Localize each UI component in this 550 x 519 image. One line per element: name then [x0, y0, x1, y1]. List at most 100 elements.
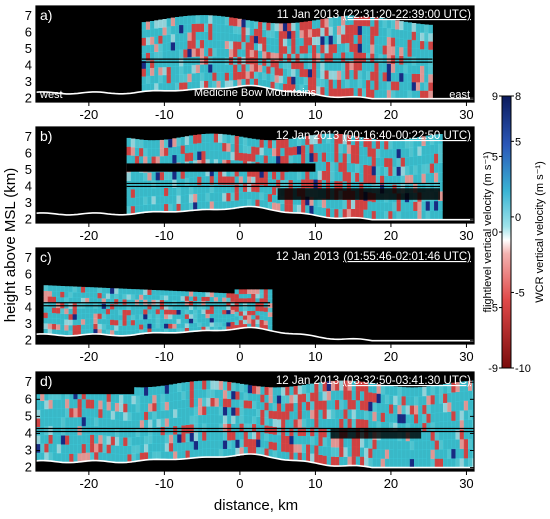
echo-cell [253, 42, 259, 51]
echo-cell [118, 288, 123, 295]
echo-cell [185, 433, 191, 442]
echo-cell [420, 65, 425, 75]
echo-cell [404, 139, 410, 149]
echo-cell [80, 324, 86, 330]
echo-cell [353, 79, 359, 89]
colorbar-gradient [501, 95, 512, 369]
echo-cell [306, 401, 311, 411]
echo-cell [459, 391, 465, 402]
echo-cell [414, 396, 419, 406]
echo-cell [147, 188, 152, 197]
echo-cell [237, 64, 242, 72]
echo-cell [330, 152, 335, 163]
echo-cell [193, 326, 198, 332]
echo-cell [218, 133, 223, 143]
echo-cell [172, 138, 177, 147]
echo-cell [162, 50, 168, 60]
echo-cell [360, 391, 365, 401]
echo-cell [249, 20, 255, 29]
echo-cell [309, 205, 314, 215]
echo-cell [159, 203, 165, 213]
echo-cell [371, 174, 377, 185]
echo-cell [284, 179, 290, 189]
echo-cell [230, 293, 236, 298]
echo-cell [184, 144, 190, 154]
panel-time: (00:16:40-00:22:50 UTC) [343, 130, 471, 142]
echo-cell [80, 319, 86, 325]
echo-cell [357, 87, 363, 98]
echo-cell [184, 186, 190, 195]
echo-cell [188, 202, 194, 212]
echo-cell [151, 172, 157, 181]
echo-cell [147, 294, 152, 300]
echo-cell [326, 208, 331, 218]
echo-cell [222, 192, 227, 202]
echo-cell [218, 167, 223, 177]
echo-cell [434, 458, 440, 468]
echo-cell [264, 417, 269, 426]
echo-cell [164, 328, 169, 334]
echo-cell [247, 145, 252, 154]
echo-cell [438, 430, 444, 441]
echo-cell [241, 49, 246, 57]
echo-cell [238, 324, 244, 329]
echo-cell [180, 305, 186, 310]
echo-cell [164, 155, 169, 164]
echo-cell [201, 201, 206, 211]
echo-cell [282, 38, 288, 47]
echo-cell [263, 311, 269, 317]
echo-cell [396, 157, 402, 167]
echo-cell [455, 458, 461, 468]
echo-cell [395, 81, 400, 91]
echo-cell [415, 31, 421, 41]
echo-cell [159, 155, 165, 165]
echo-cell [339, 380, 344, 391]
echo-cell [56, 426, 62, 436]
echo-cell [418, 440, 423, 451]
echo-cell [145, 52, 151, 61]
echo-cell [175, 33, 180, 42]
echo-cell [421, 173, 427, 184]
echo-cell [421, 182, 427, 193]
echo-cell [409, 423, 415, 433]
echo-cell [341, 88, 346, 98]
echo-cell [210, 431, 215, 441]
echo-cell [355, 400, 361, 410]
echo-cell [350, 172, 356, 182]
echo-cell [420, 73, 425, 83]
echo-cell [415, 90, 421, 99]
echo-cell [172, 309, 177, 315]
echo-cell [218, 313, 223, 319]
echo-cell [143, 299, 148, 305]
echo-cell [199, 23, 205, 32]
echo-cell [375, 210, 381, 221]
echo-cell [228, 80, 234, 89]
echo-gap [36, 372, 135, 395]
echo-cell [278, 30, 284, 39]
echo-cell [235, 415, 240, 424]
echo-cell [334, 208, 339, 219]
echo-cell [184, 309, 190, 315]
echo-cell [85, 313, 90, 320]
echo-cell [134, 309, 140, 315]
echo-cell [324, 44, 330, 54]
colorbar-right-tick-label: 5 [515, 136, 521, 148]
echo-cell [199, 72, 205, 81]
echo-cell [160, 385, 166, 395]
echo-cell [438, 439, 444, 450]
echo-cell [218, 301, 223, 306]
echo-cell [139, 387, 145, 396]
echo-cell [139, 196, 144, 206]
panel-label: b) [40, 128, 52, 144]
echo-cell [263, 155, 269, 164]
echo-cell [309, 144, 314, 154]
echo-cell [339, 390, 344, 400]
echo-cell [110, 309, 115, 315]
colorbar-right-tick-label: 8 [515, 91, 521, 103]
echo-cell [376, 439, 382, 450]
echo-cell [320, 69, 325, 79]
echo-cell [148, 395, 153, 404]
echo-cell [143, 294, 148, 300]
echo-cell [193, 389, 199, 399]
echo-cell [72, 292, 78, 298]
